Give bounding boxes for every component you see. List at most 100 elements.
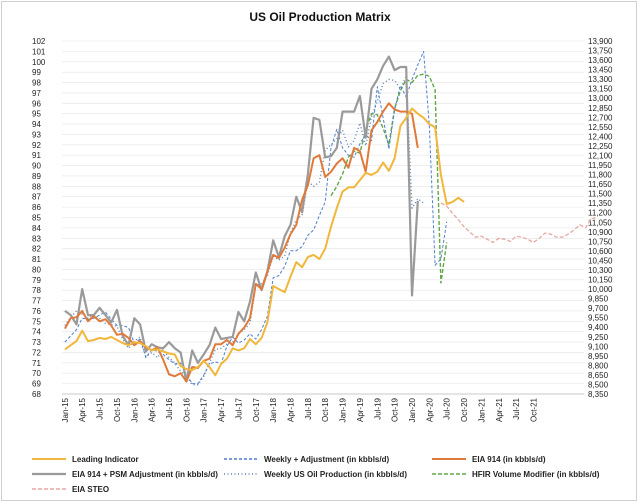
y-right-tick-label: 11,350 [588,199,612,208]
series-line [440,202,598,244]
y-left-tick-label: 98 [32,79,41,88]
x-tick-label: Jan-16 [130,397,139,422]
y-right-tick-label: 8,650 [588,371,609,380]
y-left-tick-label: 72 [32,348,41,357]
y-right-tick-label: 13,150 [588,85,613,94]
legend-label: EIA 914 (in kbbls/d) [472,455,546,464]
y-right-tick-label: 9,250 [588,333,609,342]
series-line [64,50,448,385]
x-tick-label: Jul-20 [443,397,452,419]
y-left-tick-label: 94 [32,120,41,129]
y-left-tick-label: 74 [32,328,41,337]
y-right-tick-label: 8,350 [588,390,609,399]
x-tick-label: Apr-19 [356,397,365,422]
x-tick-label: Apr-18 [287,397,296,422]
x-tick-label: Jan-15 [61,397,70,422]
y-right-tick-label: 12,700 [588,113,613,122]
y-right-tick-label: 10,000 [588,285,613,294]
y-left-tick-label: 81 [32,255,41,264]
y-right-tick-label: 10,450 [588,256,613,265]
y-left-tick-label: 85 [32,214,41,223]
legend-label: EIA STEO [72,485,109,494]
y-right-tick-label: 10,900 [588,228,613,237]
y-right-tick-label: 11,500 [588,190,612,199]
y-left-tick-label: 87 [32,193,41,202]
x-tick-label: Jan-17 [200,397,209,422]
series-line [64,75,425,386]
y-left-tick-label: 91 [32,151,41,160]
y-left-tick-label: 73 [32,338,41,347]
x-tick-label: Oct-20 [460,397,469,422]
x-tick-label: Oct-18 [321,397,330,422]
y-left-tick-label: 102 [32,37,46,46]
y-right-tick-label: 11,800 [588,171,612,180]
y-left-tick-label: 76 [32,307,41,316]
x-tick-label: Jul-16 [165,397,174,419]
series-line [64,102,419,383]
y-left-tick-label: 79 [32,276,41,285]
y-right-tick-label: 13,750 [588,47,613,56]
legend-label: Leading Indicator [72,455,139,464]
y-left-tick-label: 84 [32,224,41,233]
x-tick-label: Apr-16 [148,397,157,422]
x-tick-label: Jan-19 [339,397,348,422]
y-right-tick-label: 10,300 [588,266,613,275]
y-right-tick-label: 11,950 [588,161,612,170]
y-right-tick-label: 12,400 [588,132,613,141]
x-tick-label: Oct-19 [391,397,400,422]
y-left-tick-label: 90 [32,162,41,171]
x-tick-label: Apr-21 [495,397,504,422]
y-right-tick-label: 11,050 [588,218,612,227]
x-tick-label: Jan-21 [477,397,486,422]
y-left-tick-label: 69 [32,380,41,389]
x-tick-label: Oct-15 [113,397,122,422]
y-left-tick-label: 97 [32,89,41,98]
y-right-tick-label: 11,200 [588,209,612,218]
y-right-tick-label: 13,450 [588,66,613,75]
y-right-tick-label: 9,100 [588,342,609,351]
y-right-tick-label: 9,700 [588,304,609,313]
x-tick-label: Jul-19 [373,397,382,419]
x-tick-label: Jan-18 [269,397,278,422]
series-line [330,73,448,284]
y-right-tick-label: 12,250 [588,142,613,151]
y-left-tick-label: 70 [32,369,41,378]
legend-label: EIA 914 + PSM Adjustment (in kbbls/d) [72,470,218,479]
y-right-tick-label: 10,750 [588,237,613,246]
x-axis: Jan-15 Apr-15 Jul-15 Oct-15 Jan-16 Apr-16 Jul-… [61,393,584,422]
y-left-tick-label: 80 [32,265,41,274]
y-right-tick-label: 9,400 [588,323,609,332]
y-right-tick-label: 12,100 [588,151,613,160]
legend-label: Weekly + Adjustment (in kbbls/d) [264,455,389,464]
legend-label: Weekly US Oil Production (in kbbls/d) [264,470,407,479]
x-tick-label: Apr-20 [425,397,434,422]
y-left-tick-label: 83 [32,234,41,243]
y-right-tick-label: 8,950 [588,352,609,361]
x-tick-label: Apr-15 [78,397,87,422]
y-right-tick-label: 10,600 [588,247,613,256]
x-tick-label: Oct-21 [529,397,538,422]
y-right-tick-label: 9,550 [588,314,609,323]
y-right-tick-label: 12,850 [588,104,613,113]
y-left-tick-label: 71 [32,359,41,368]
y-right-tick-label: 8,500 [588,380,609,389]
x-tick-label: Apr-17 [217,397,226,422]
y-right-tick-label: 9,850 [588,295,609,304]
x-tick-label: Jan-20 [408,397,417,422]
y-left-tick-label: 95 [32,110,41,119]
y-left-tick-label: 96 [32,99,41,108]
y-right-tick-label: 8,800 [588,361,609,370]
gridlines [62,40,584,395]
y-left-tick-label: 88 [32,182,41,191]
legend-label: HFIR Volume Modifier (in kbbls/d) [472,470,600,479]
y-left-tick-label: 99 [32,68,41,77]
y-left-tick-label: 77 [32,297,41,306]
y-left-tick-label: 78 [32,286,41,295]
y-right-tick-label: 13,300 [588,75,613,84]
x-tick-label: Jul-17 [234,397,243,419]
x-tick-label: Jul-21 [512,397,521,419]
x-tick-label: Oct-16 [182,397,191,422]
y-left-tick-label: 100 [32,58,46,67]
